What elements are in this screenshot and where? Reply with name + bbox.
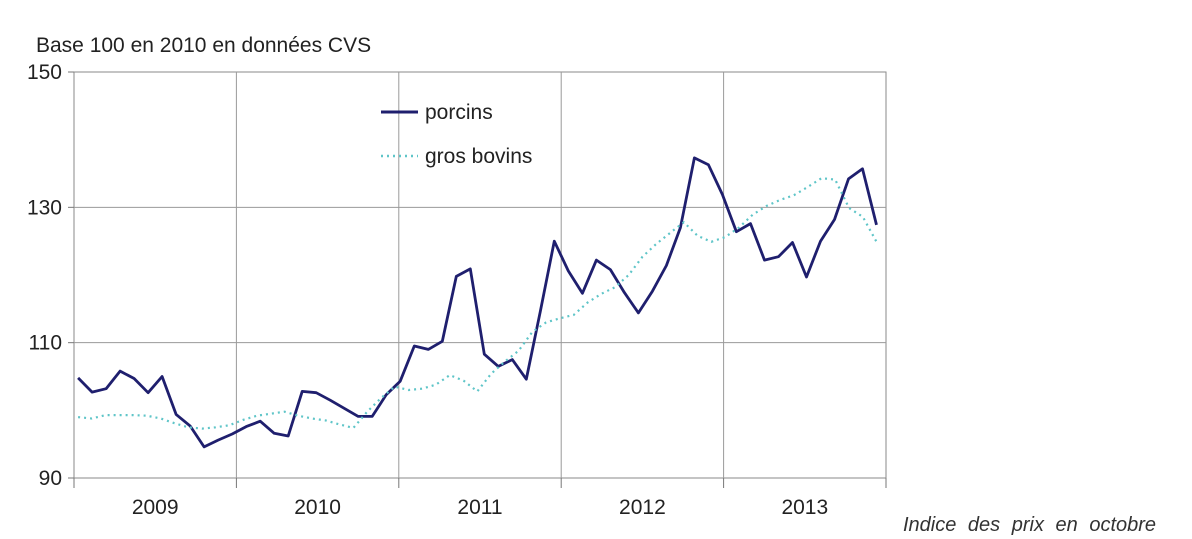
x-axis-ticks: 2009 2010 2011 2012 2013 bbox=[73, 478, 887, 519]
gridlines bbox=[74, 72, 886, 478]
plot-frame bbox=[73, 71, 887, 479]
x-tick-label: 2012 bbox=[619, 496, 666, 519]
series-lines bbox=[77, 156, 878, 449]
y-axis-ticks: 90 110 130 150 bbox=[27, 61, 74, 490]
series-line-porcins bbox=[77, 156, 878, 449]
x-tick-label: 2010 bbox=[294, 496, 341, 519]
caption: Indice des prix en octobre bbox=[903, 514, 1157, 536]
series-line-gros-bovins bbox=[77, 177, 878, 430]
x-tick-label: 2011 bbox=[457, 496, 502, 519]
y-tick-label: 150 bbox=[27, 61, 62, 84]
legend: porcins gros bovins bbox=[381, 101, 532, 168]
y-tick-label: 110 bbox=[29, 332, 62, 355]
y-tick-label: 130 bbox=[27, 196, 62, 219]
x-tick-label: 2009 bbox=[132, 496, 179, 519]
y-tick-label: 90 bbox=[39, 467, 62, 490]
x-tick-label: 2013 bbox=[781, 496, 828, 519]
unit-label: Base 100 en 2010 en données CVS bbox=[36, 34, 371, 57]
legend-label-porcins: porcins bbox=[425, 101, 493, 124]
legend-label-gros-bovins: gros bovins bbox=[425, 145, 532, 168]
